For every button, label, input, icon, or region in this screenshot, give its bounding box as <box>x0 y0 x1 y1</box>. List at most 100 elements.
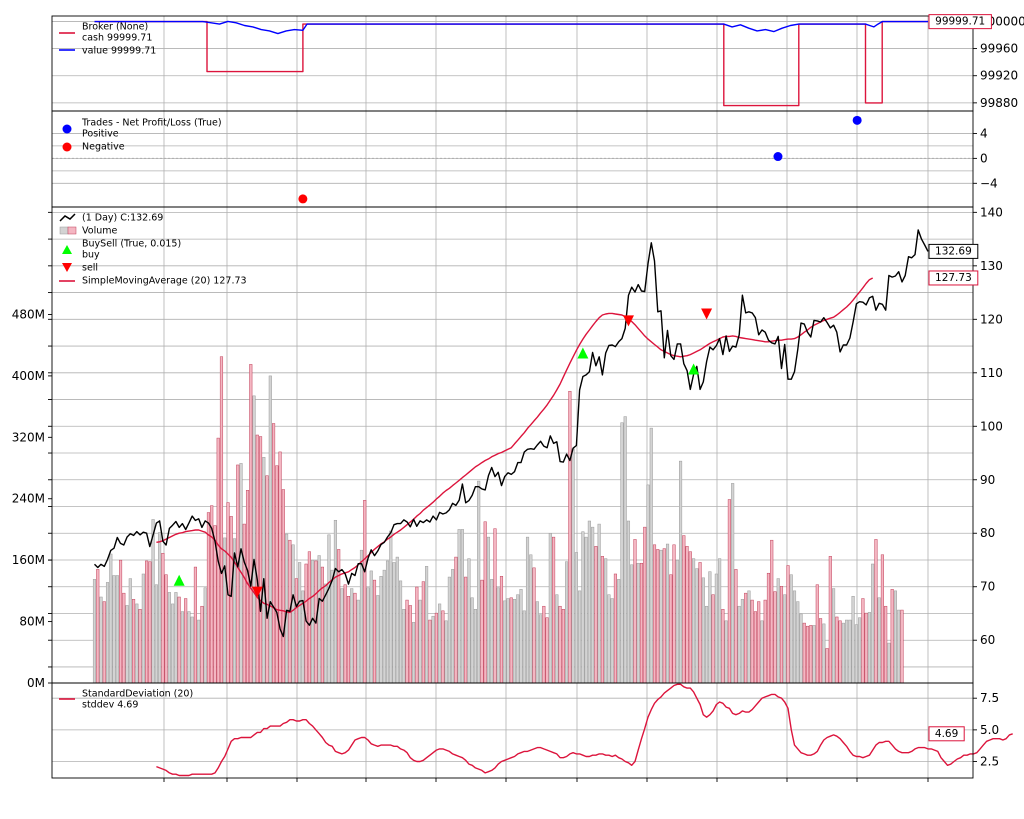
volume-bar-126 <box>503 600 507 684</box>
legend-stddev-label: StandardDeviation (20) <box>82 689 193 700</box>
legend-negative-label: Negative <box>82 142 125 153</box>
volume-bar-5 <box>109 553 113 684</box>
volume-bar-217 <box>799 613 803 684</box>
volume-bar-79 <box>350 588 354 684</box>
volume-bar-174 <box>659 549 663 684</box>
volume-bar-44 <box>236 464 240 684</box>
volume-bar-175 <box>662 548 666 684</box>
volume-bar-103 <box>428 619 432 684</box>
volume-bar-78 <box>346 595 351 684</box>
volume-bar-99 <box>415 586 419 684</box>
volume-bar-102 <box>425 566 429 684</box>
panel-frame-stddev <box>51 682 974 779</box>
volume-bar-69 <box>317 555 321 684</box>
volume-bar-209 <box>773 591 777 684</box>
volume-bar-140 <box>548 533 552 684</box>
volume-bar-196 <box>731 483 735 684</box>
volume-bar-49 <box>252 395 256 684</box>
volume-bar-225 <box>825 648 829 684</box>
volume-bar-16 <box>145 560 149 684</box>
volume-bar-228 <box>835 616 839 684</box>
volume-bar-48 <box>249 364 253 684</box>
volume-bar-220 <box>809 625 813 684</box>
volume-bar-218 <box>802 622 806 684</box>
volume-bar-12 <box>132 599 136 684</box>
sell-marker-0 <box>251 586 263 598</box>
volume-bar-154 <box>594 546 598 684</box>
volume-bar-4 <box>105 582 110 684</box>
volume-bar-100 <box>418 599 422 684</box>
volume-bar-243 <box>884 605 888 684</box>
volume-bar-203 <box>753 611 757 684</box>
volume-bar-80 <box>353 592 357 684</box>
volume-bar-87 <box>376 595 380 684</box>
volume-bar-86 <box>372 579 377 684</box>
y-tick-label-price-8: 140 <box>980 205 1003 219</box>
volume-bar-91 <box>389 530 393 684</box>
panel-frame-broker <box>51 15 974 112</box>
volume-bar-167 <box>636 562 640 684</box>
volume-bar-138 <box>542 605 546 684</box>
legend-buy-swatch <box>62 245 72 254</box>
volume-bar-162 <box>620 422 624 684</box>
volume-bar-66 <box>307 551 311 684</box>
volume-bar-9 <box>122 592 126 684</box>
volume-bar-178 <box>672 544 676 684</box>
volume-bar-127 <box>506 598 510 684</box>
volume-bar-224 <box>822 623 826 684</box>
volume-bar-119 <box>480 579 484 684</box>
volume-bar-121 <box>486 536 491 684</box>
y-tick-label-price-6: 120 <box>980 312 1003 326</box>
volume-bar-35 <box>206 512 211 684</box>
sma-value-tag: 127.73 <box>935 272 972 284</box>
volume-bar-210 <box>776 578 780 684</box>
volume-bar-239 <box>871 563 875 684</box>
volume-bar-143 <box>558 605 562 684</box>
volume-bar-54 <box>268 375 272 684</box>
broker-cash-line <box>94 20 928 107</box>
volume-bar-23 <box>167 592 171 684</box>
volume-bar-221 <box>812 625 816 684</box>
volume-bar-166 <box>633 539 637 684</box>
legend-sma-label: SimpleMovingAverage (20) 127.73 <box>82 276 247 287</box>
volume-bar-34 <box>203 587 207 684</box>
volume-bar-63 <box>298 562 302 684</box>
volume-bar-61 <box>291 544 295 684</box>
legend-positive-label: Positive <box>82 129 119 140</box>
volume-bar-40 <box>223 537 227 684</box>
volume-bar-213 <box>786 565 790 684</box>
volume-bar-168 <box>639 562 644 684</box>
volume-tick-label-4: 320M <box>12 430 45 444</box>
volume-bar-204 <box>757 601 761 684</box>
volume-bar-142 <box>555 594 559 684</box>
volume-bar-205 <box>760 620 764 684</box>
volume-bar-194 <box>724 620 728 684</box>
y-tick-label-stddev-2: 2.5 <box>980 755 999 769</box>
legend-trades-label: Trades - Net Profit/Loss (True) <box>81 118 222 129</box>
volume-tick-label-0: 0M <box>27 676 45 690</box>
legend-sell-label: sell <box>82 263 98 274</box>
y-tick-label-broker-2: 99920 <box>980 69 1018 83</box>
volume-bar-122 <box>490 579 494 684</box>
volume-bar-149 <box>578 590 582 684</box>
legend-volume-label: Volume <box>82 226 117 237</box>
volume-bar-158 <box>607 594 611 684</box>
sma-line <box>156 277 874 614</box>
volume-bar-157 <box>604 558 608 684</box>
volume-bar-111 <box>454 556 458 684</box>
volume-bar-93 <box>395 556 399 684</box>
volume-bar-152 <box>587 520 591 684</box>
volume-bar-84 <box>366 587 370 684</box>
volume-bar-159 <box>610 598 614 684</box>
volume-bar-207 <box>766 572 771 684</box>
broker-value-line <box>94 20 928 35</box>
volume-bar-160 <box>613 573 617 684</box>
volume-bar-233 <box>851 595 855 684</box>
volume-bar-55 <box>272 423 276 684</box>
volume-bar-223 <box>819 618 823 684</box>
volume-bar-179 <box>675 559 679 684</box>
volume-bar-208 <box>770 539 774 684</box>
sell-marker-2 <box>701 308 713 320</box>
volume-bar-206 <box>763 599 767 684</box>
